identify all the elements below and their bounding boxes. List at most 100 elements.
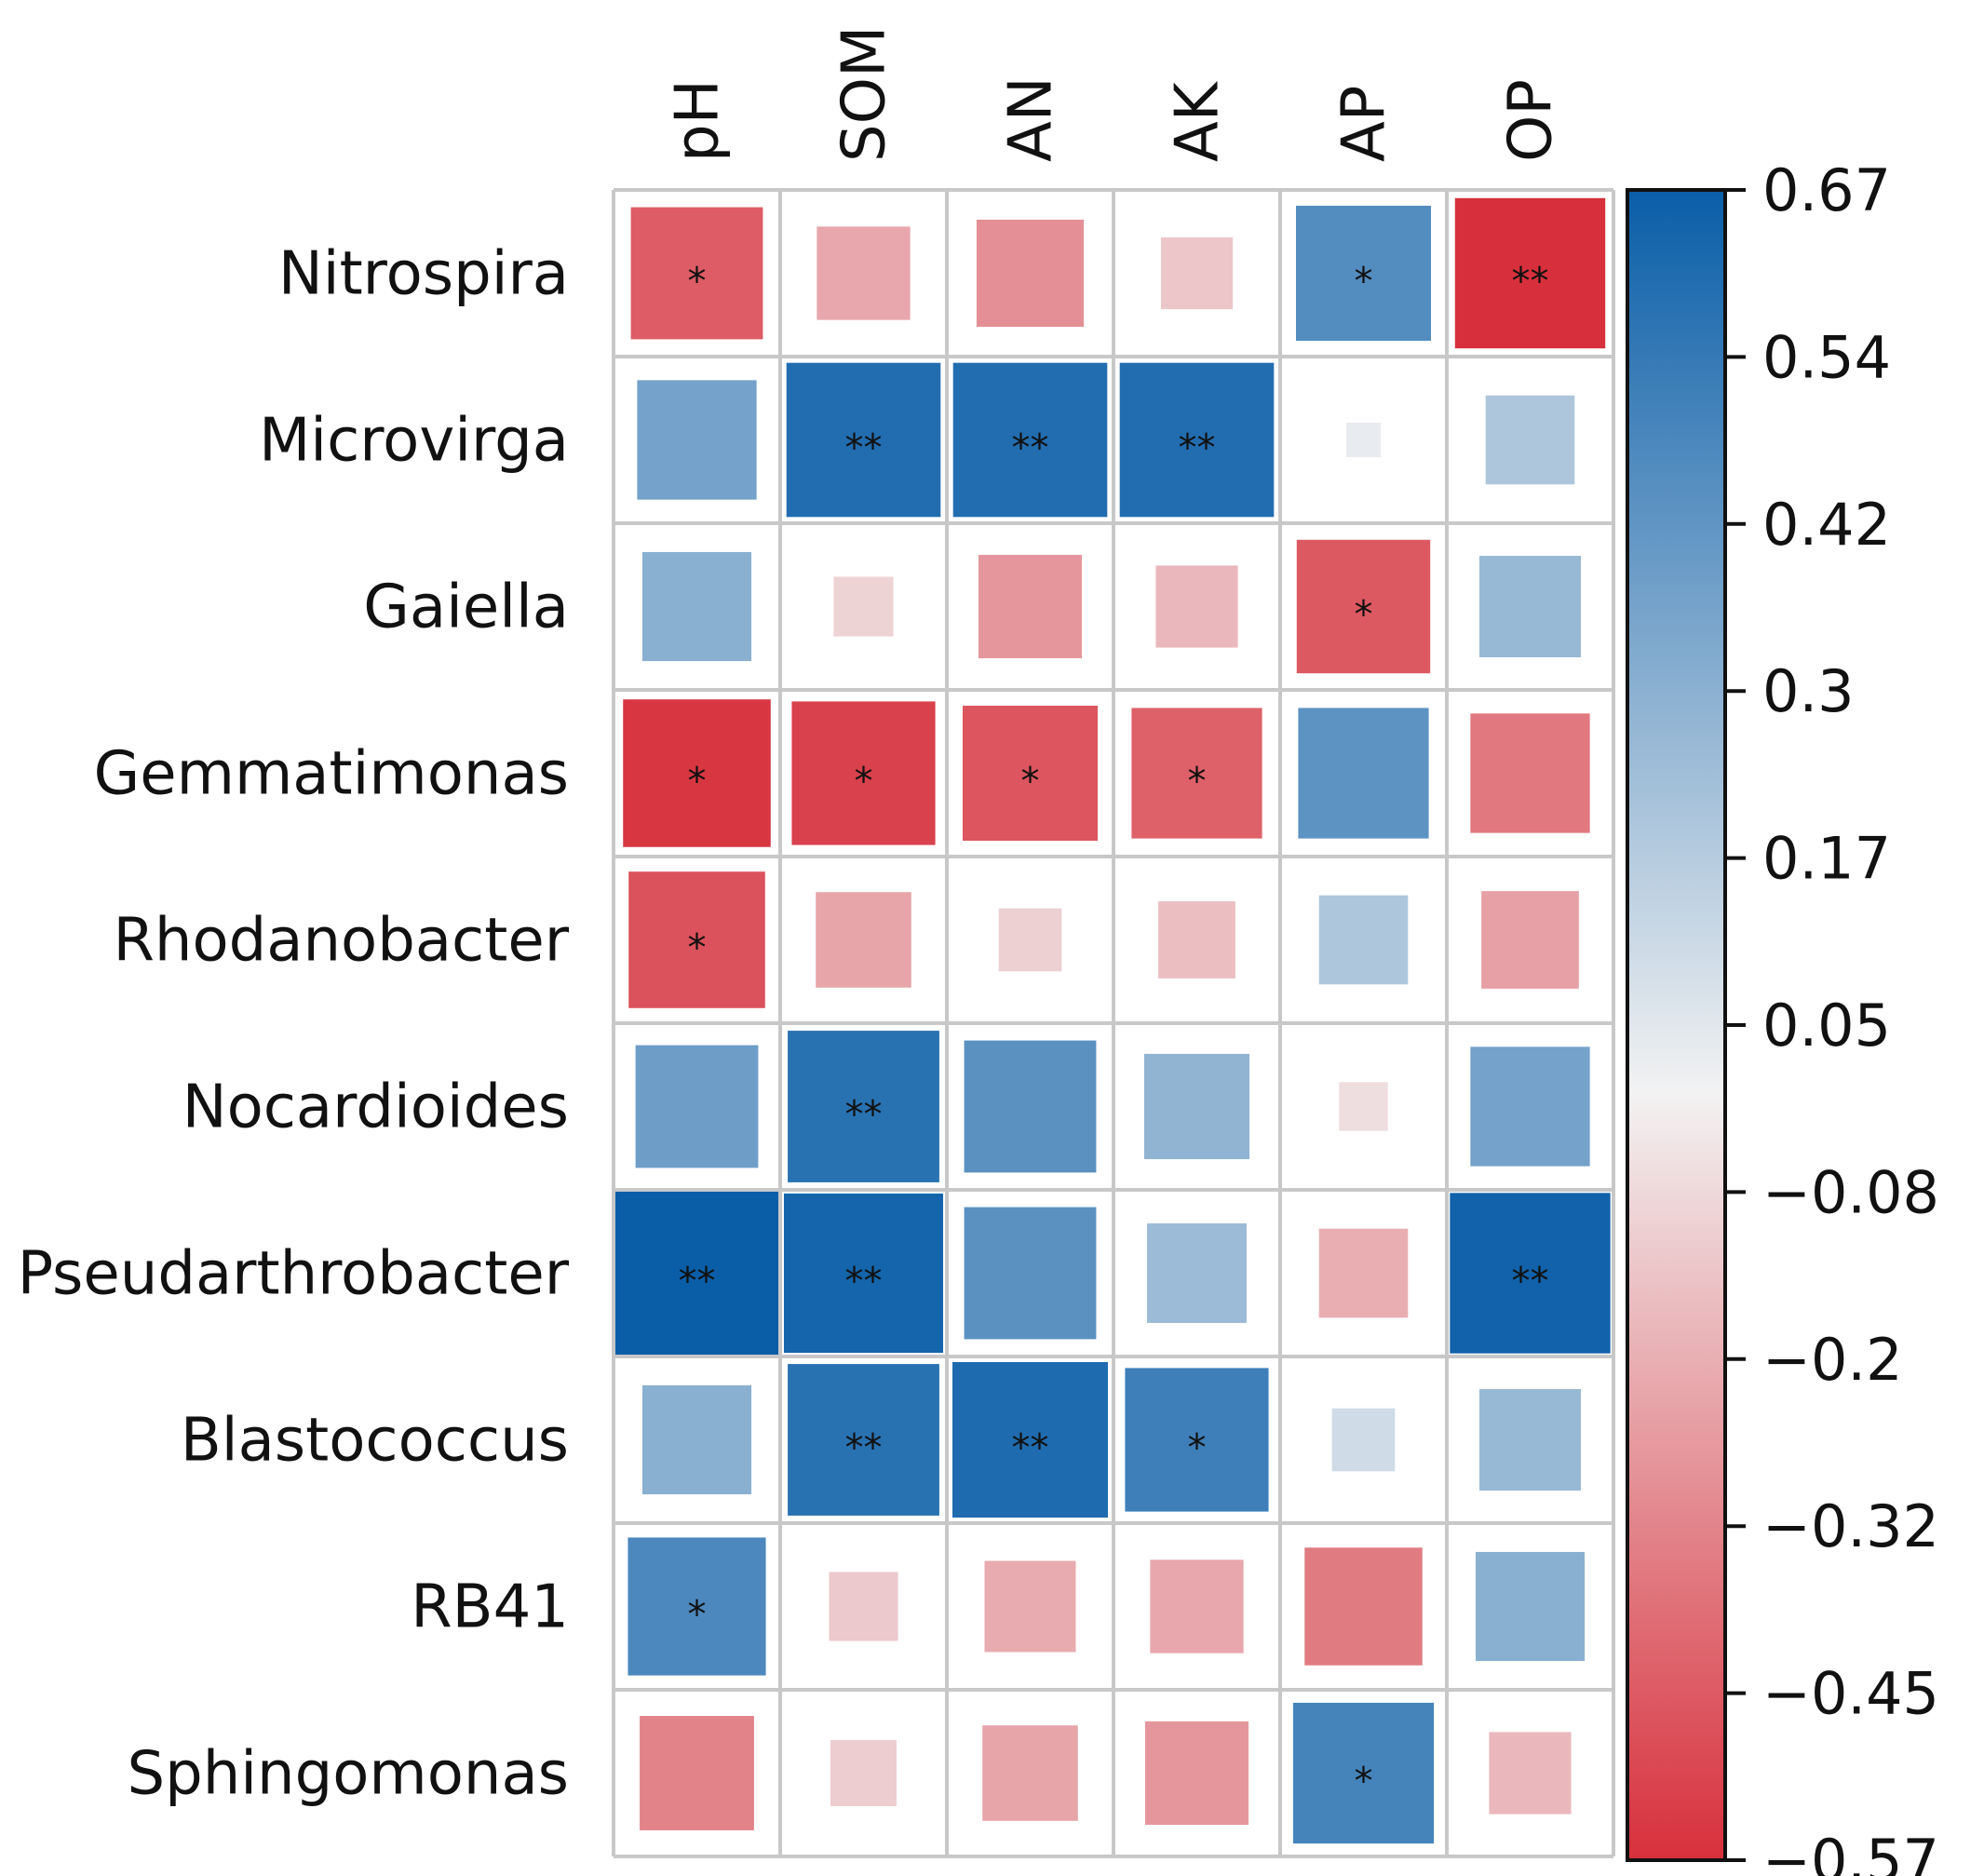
cell-nitrospira-an — [976, 219, 1085, 328]
column-label-som: SOM — [830, 26, 899, 162]
cell-pseudarthrobacter-ak — [1147, 1223, 1247, 1323]
significance-mark: ** — [679, 1261, 716, 1303]
row-label-gaiella: Gaiella — [363, 574, 569, 642]
cell-microvirga-ph — [637, 380, 757, 500]
cell-gaiella-ak — [1155, 565, 1238, 648]
cell-nocardioides-som — [788, 1031, 939, 1182]
heatmap-grid — [612, 188, 1615, 1858]
row-label-blastococcus: Blastococcus — [181, 1407, 569, 1476]
cell-microvirga-op — [1485, 395, 1575, 485]
cell-nitrospira-som — [817, 226, 911, 320]
significance-mark: * — [688, 1594, 707, 1637]
cell-microvirga-som — [786, 362, 941, 518]
cell-gaiella-ph — [641, 551, 752, 662]
cell-rb41-op — [1475, 1551, 1586, 1662]
colorbar-tick-label: −0.08 — [1762, 1158, 1939, 1226]
cell-gaiella-an — [978, 554, 1083, 659]
cell-rhodanobacter-op — [1481, 891, 1579, 989]
cell-gaiella-som — [833, 576, 894, 637]
cell-rb41-an — [984, 1560, 1076, 1653]
cell-gaiella-op — [1478, 555, 1582, 658]
cell-nitrospira-ak — [1160, 236, 1234, 310]
colorbar-tick-label: −0.57 — [1762, 1827, 1939, 1876]
significance-mark: ** — [845, 427, 883, 470]
row-label-rb41: RB41 — [411, 1573, 569, 1642]
colorbar-tick-label: 0.3 — [1762, 657, 1855, 725]
significance-mark: * — [1355, 594, 1373, 637]
cell-pseudarthrobacter-som — [783, 1193, 944, 1354]
significance-mark: ** — [1012, 427, 1049, 470]
cell-pseudarthrobacter-ph — [615, 1192, 778, 1355]
significance-mark: ** — [845, 1261, 883, 1303]
cell-sphingomonas-op — [1489, 1732, 1572, 1815]
significance-mark: * — [688, 927, 707, 970]
cell-blastococcus-som — [788, 1364, 939, 1516]
cell-microvirga-ak — [1119, 362, 1275, 518]
significance-mark: ** — [845, 1094, 883, 1137]
cell-gemmatimonas-ph — [623, 699, 771, 847]
row-labels: Nitrospira Microvirga Gaiella Gemmatimonas R… — [18, 240, 570, 1809]
column-label-op: OP — [1497, 79, 1566, 162]
cell-rb41-som — [829, 1572, 898, 1641]
cell-pseudarthrobacter-ap — [1318, 1228, 1409, 1318]
cell-pseudarthrobacter-op — [1450, 1193, 1611, 1354]
cell-gemmatimonas-ak — [1131, 708, 1262, 839]
cell-rhodanobacter-som — [816, 892, 911, 988]
cell-nitrospira-ap — [1295, 205, 1432, 342]
row-label-nitrospira: Nitrospira — [278, 240, 569, 309]
cell-sphingomonas-som — [830, 1740, 897, 1806]
cell-rb41-ap — [1304, 1547, 1423, 1666]
cell-rhodanobacter-ap — [1318, 895, 1409, 985]
cell-nocardioides-ak — [1143, 1053, 1250, 1160]
cell-gemmatimonas-an — [962, 705, 1099, 842]
colorbar-tick-label: −0.2 — [1762, 1326, 1903, 1394]
cell-gaiella-ap — [1296, 539, 1431, 674]
row-label-rhodanobacter: Rhodanobacter — [113, 907, 569, 976]
cell-sphingomonas-ph — [640, 1716, 754, 1830]
column-labels: pH SOM AN AK AP OP — [664, 26, 1566, 162]
colorbar-gradient — [1626, 188, 1727, 1862]
cell-nocardioides-an — [964, 1040, 1097, 1173]
cell-blastococcus-ap — [1331, 1408, 1396, 1472]
significance-mark: * — [1188, 761, 1207, 803]
row-label-microvirga: Microvirga — [259, 407, 569, 476]
cell-nocardioides-ph — [635, 1045, 759, 1168]
cell-gemmatimonas-som — [791, 701, 936, 845]
column-label-ak: AK — [1164, 80, 1233, 162]
significance-mark: * — [688, 761, 707, 803]
significance-mark: ** — [1179, 427, 1216, 470]
cell-rhodanobacter-an — [998, 908, 1062, 972]
significance-mark: ** — [845, 1427, 883, 1470]
cell-pseudarthrobacter-an — [964, 1207, 1097, 1340]
significance-mark: * — [1355, 1761, 1373, 1803]
cell-rb41-ak — [1150, 1559, 1244, 1653]
row-label-nocardioides: Nocardioides — [182, 1073, 569, 1142]
cell-sphingomonas-ak — [1144, 1721, 1249, 1826]
heatmap-cells: * * **** ** **** * * ****** ** **** ** *** — [615, 197, 1611, 1844]
cell-microvirga-ap — [1345, 422, 1382, 458]
significance-mark: ** — [1512, 261, 1549, 304]
cell-microvirga-an — [952, 362, 1108, 518]
colorbar-tick-label: 0.67 — [1762, 156, 1891, 224]
column-label-an: AN — [997, 76, 1066, 162]
colorbar-tick-label: 0.54 — [1762, 323, 1891, 391]
significance-mark: * — [1021, 761, 1040, 803]
colorbar-tick-label: 0.17 — [1762, 825, 1891, 893]
significance-mark: ** — [1012, 1427, 1049, 1470]
cell-blastococcus-op — [1478, 1388, 1582, 1491]
colorbar: 0.67 0.54 0.42 0.3 0.17 0.05 −0.08 −0.2 −0.32 −0.… — [1626, 156, 1939, 1876]
colorbar-tick-label: 0.05 — [1762, 992, 1891, 1059]
column-label-ap: AP — [1330, 86, 1399, 162]
cell-rhodanobacter-ph — [628, 871, 765, 1008]
significance-mark: * — [1355, 261, 1373, 304]
cell-sphingomonas-an — [982, 1725, 1078, 1821]
cell-rb41-ph — [628, 1537, 766, 1676]
cell-nitrospira-op — [1454, 197, 1606, 349]
colorbar-tick-label: −0.32 — [1762, 1492, 1939, 1560]
cell-sphingomonas-ap — [1292, 1702, 1435, 1844]
cell-nocardioides-ap — [1339, 1082, 1388, 1131]
cell-blastococcus-ph — [641, 1384, 752, 1495]
column-label-ph: pH — [664, 79, 733, 162]
row-label-gemmatimonas: Gemmatimonas — [94, 740, 569, 809]
